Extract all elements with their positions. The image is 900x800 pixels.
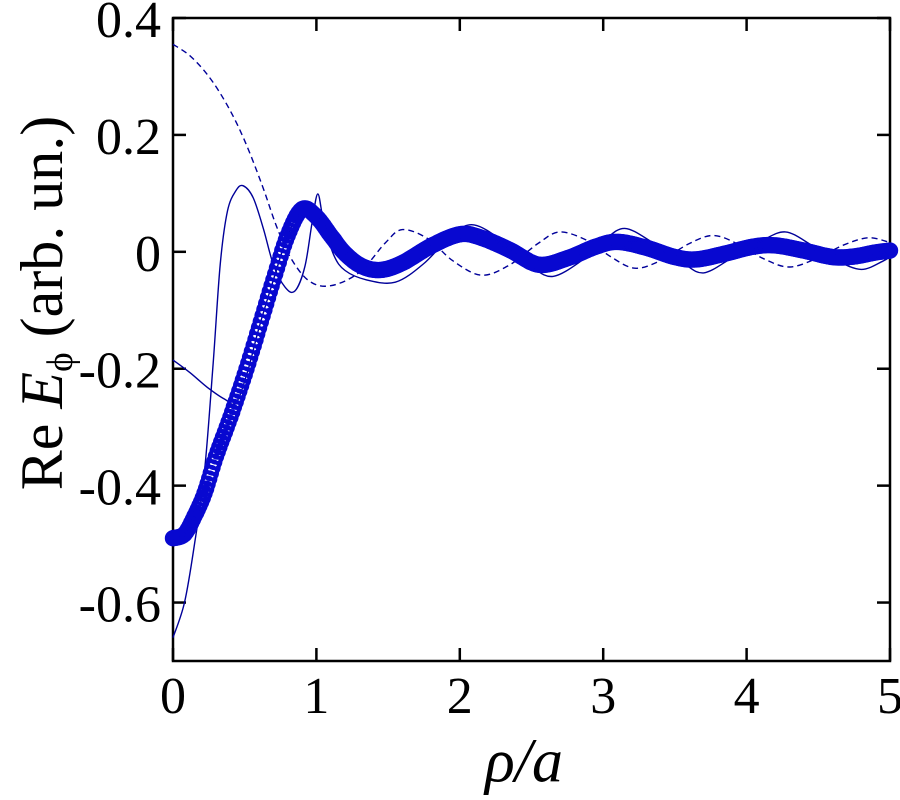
axes-box <box>171 16 892 663</box>
y-label-E-symbol: E <box>8 371 75 409</box>
x-tick-label: 0 <box>160 668 186 725</box>
y-axis-label: Re Eϕ (arb. un.) <box>8 116 82 490</box>
y-tick-label: 0.2 <box>96 109 161 166</box>
x-axis-label: ρ/a <box>485 727 563 798</box>
x-tick-label: 4 <box>734 668 760 725</box>
curve-total-field-thick-markers <box>164 200 899 547</box>
y-label-phi-subscript: ϕ <box>40 352 82 372</box>
y-tick-label: 0 <box>135 226 161 283</box>
y-label-re: Re <box>8 408 75 491</box>
y-tick-label: -0.6 <box>79 577 161 634</box>
x-tick-label: 1 <box>303 668 329 725</box>
y-tick-label: 0.4 <box>96 0 161 49</box>
x-label-a: a <box>532 727 563 796</box>
x-label-slash: / <box>514 727 532 796</box>
x-label-rho: ρ <box>485 727 515 796</box>
curve-component-thin-dashed <box>172 43 891 287</box>
y-tick-label: -0.2 <box>79 343 161 400</box>
data-marker <box>881 242 899 259</box>
x-tick-label: 2 <box>447 668 473 725</box>
x-tick-label: 5 <box>877 668 900 725</box>
y-label-units: (arb. un.) <box>8 115 75 353</box>
y-tick-label: -0.4 <box>79 460 161 517</box>
x-tick-label: 3 <box>590 668 616 725</box>
